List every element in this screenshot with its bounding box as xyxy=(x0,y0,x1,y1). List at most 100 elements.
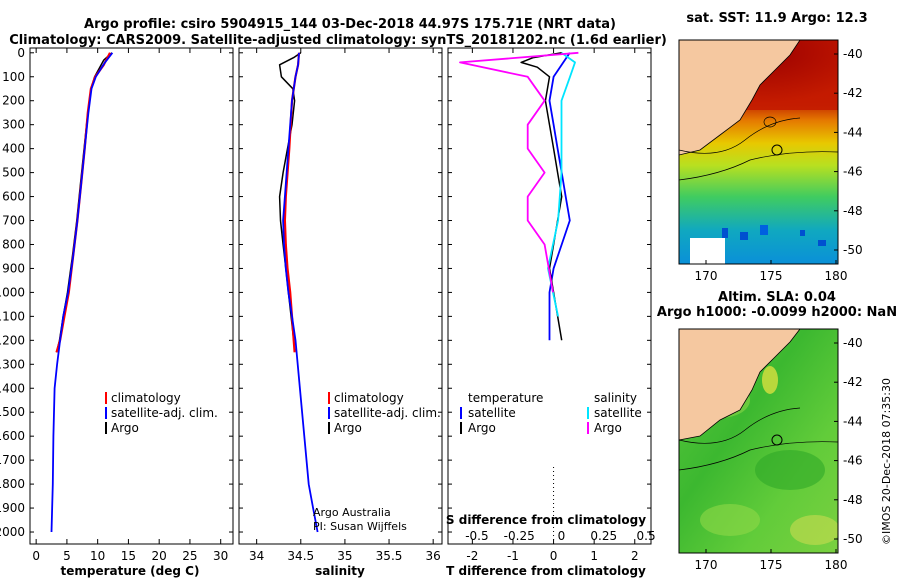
depth-tick-label: 500 xyxy=(2,166,25,180)
lat-tick-label: -44 xyxy=(843,414,863,428)
sla-land xyxy=(679,329,801,441)
x-tick-label: 35.5 xyxy=(376,549,403,563)
sst-map-title: sat. SST: 11.9 Argo: 12.3 xyxy=(686,11,867,26)
depth-tick-label: 700 xyxy=(2,214,25,228)
x2-tick-label: -0.5 xyxy=(465,529,488,543)
difference-legend: temperature satellite Argo salinity sate… xyxy=(460,391,642,435)
lat-tick-label: -50 xyxy=(843,243,863,257)
sla-map-title-line1: Altim. SLA: 0.04 xyxy=(718,290,836,305)
lat-tick-label: -42 xyxy=(843,375,863,389)
sla-map-title-line2: Argo h1000: -0.0099 h2000: NaN xyxy=(657,305,897,320)
lon-tick-label: 180 xyxy=(825,269,848,283)
depth-tick-label: 1100 xyxy=(0,309,25,323)
sst-argo-location-marker xyxy=(771,144,783,156)
x-tick-label: -2 xyxy=(466,549,478,563)
temperature-xlabel: temperature (deg C) xyxy=(61,564,200,578)
difference-panel: -2 -1 0 1 2 -0.5 -0.25 0 0.25 0.5 T difference fr… xyxy=(446,47,656,578)
depth-tick-label: 800 xyxy=(2,237,25,251)
depth-tick-label: 2000 xyxy=(0,525,25,539)
lon-tick-label: 175 xyxy=(760,269,783,283)
figure-title-line2: Climatology: CARS2009. Satellite-adjuste… xyxy=(9,33,667,48)
depth-tick-label: 1300 xyxy=(0,357,25,371)
depth-tick-label: 400 xyxy=(2,142,25,156)
timestamp: ©IMOS 20-Dec-2018 07:35:30 xyxy=(880,378,893,545)
x-tick-label: 0 xyxy=(550,549,558,563)
sla-map-frame xyxy=(678,328,839,554)
depth-tick-label: 300 xyxy=(2,118,25,132)
x-tick-label: 5 xyxy=(63,549,71,563)
legend2-climatology: climatology xyxy=(334,391,404,405)
series-line-satellite-adj-clim- xyxy=(50,52,114,533)
lat-tick-label: -40 xyxy=(843,47,863,61)
series-line-salinity-argo xyxy=(459,51,579,293)
depth-tick-label: 1200 xyxy=(0,333,25,347)
temperature-panel-frame xyxy=(29,47,234,545)
x-tick-label: 15 xyxy=(121,549,136,563)
lat-tick-label: -42 xyxy=(843,86,863,100)
depth-tick-label: 600 xyxy=(2,190,25,204)
lon-tick-label: 180 xyxy=(825,558,848,572)
depth-tick-label: 100 xyxy=(2,70,25,84)
salinity-xlabel: salinity xyxy=(315,564,365,578)
figure-title-line1: Argo profile: csiro 5904915_144 03-Dec-2… xyxy=(84,17,616,32)
x-tick-label: 34.5 xyxy=(287,549,314,563)
depth-tick-label: 200 xyxy=(2,94,25,108)
legend-satellite-adj: satellite-adj. clim. xyxy=(111,406,218,420)
x-tick-label: -1 xyxy=(507,549,519,563)
legend3-t-satellite: satellite xyxy=(468,406,516,420)
series-line-temperature-argo xyxy=(520,52,563,341)
lat-tick-label: -48 xyxy=(843,493,863,507)
lat-tick-label: -48 xyxy=(843,204,863,218)
depth-tick-label: 0 xyxy=(17,46,25,60)
legend-climatology: climatology xyxy=(111,391,181,405)
depth-tick-label: 900 xyxy=(2,261,25,275)
lat-tick-label: -46 xyxy=(843,165,863,179)
sst-map-frame xyxy=(678,39,839,265)
sla-argo-location-marker xyxy=(771,434,783,446)
depth-tick-label: 1400 xyxy=(0,381,25,395)
series-line-temperature-satellite xyxy=(548,52,571,341)
x-tick-label: 25 xyxy=(182,549,197,563)
s-difference-xlabel: S difference from climatology xyxy=(446,513,646,527)
lat-tick-label: -40 xyxy=(843,336,863,350)
x2-tick-label: 0.25 xyxy=(590,529,617,543)
lon-tick-label: 175 xyxy=(760,558,783,572)
depth-tick-label: 1600 xyxy=(0,429,25,443)
sst-map: sat. SST: 11.9 Argo: 12.3 -40 -42 -44 -46 -4… xyxy=(678,11,868,283)
legend2-satellite-adj: satellite-adj. clim. xyxy=(334,406,441,420)
lat-tick-label: -44 xyxy=(843,125,863,139)
legend3-t-argo: Argo xyxy=(468,421,496,435)
lat-tick-label: -50 xyxy=(843,532,863,546)
x2-tick-label: 0.5 xyxy=(637,529,656,543)
sst-land xyxy=(679,40,801,156)
legend-argo: Argo xyxy=(111,421,139,435)
x2-tick-label: -0.25 xyxy=(504,529,535,543)
depth-tick-label: 1800 xyxy=(0,477,25,491)
legend2-argo: Argo xyxy=(334,421,362,435)
x2-tick-label: 0 xyxy=(558,529,566,543)
temperature-legend: climatology satellite-adj. clim. Argo xyxy=(105,391,218,435)
depth-tick-label: 1900 xyxy=(0,501,25,515)
x-tick-label: 20 xyxy=(152,549,167,563)
x-tick-label: 34 xyxy=(249,549,264,563)
x-tick-label: 1 xyxy=(590,549,598,563)
depth-tick-label: 1700 xyxy=(0,453,25,467)
lat-tick-label: -46 xyxy=(843,454,863,468)
x-tick-label: 0 xyxy=(32,549,40,563)
salinity-panel: 34 34.5 35 35.5 36 salinity climatology sate… xyxy=(238,47,443,578)
x-tick-label: 36 xyxy=(426,549,441,563)
x-tick-label: 30 xyxy=(213,549,228,563)
sla-map: Altim. SLA: 0.04 Argo h1000: -0.0099 h20… xyxy=(657,290,897,572)
salinity-legend: climatology satellite-adj. clim. Argo xyxy=(328,391,441,435)
legend3-salinity-heading: salinity xyxy=(594,391,637,405)
lon-tick-label: 170 xyxy=(695,269,718,283)
legend3-temperature-heading: temperature xyxy=(468,391,543,405)
legend3-s-argo: Argo xyxy=(594,421,622,435)
credit-line1: Argo Australia xyxy=(313,506,391,519)
temperature-panel: 0 5 10 15 20 25 30 temperature (deg C) climato… xyxy=(29,47,234,578)
difference-panel-frame xyxy=(447,47,652,545)
t-difference-xlabel: T difference from climatology xyxy=(446,564,646,578)
x-tick-label: 35 xyxy=(337,549,352,563)
depth-tick-label: 1000 xyxy=(0,285,25,299)
depth-axis: 0 100 200 300 400 500 600 700 800 900 1000 1100 1200… xyxy=(0,46,25,539)
